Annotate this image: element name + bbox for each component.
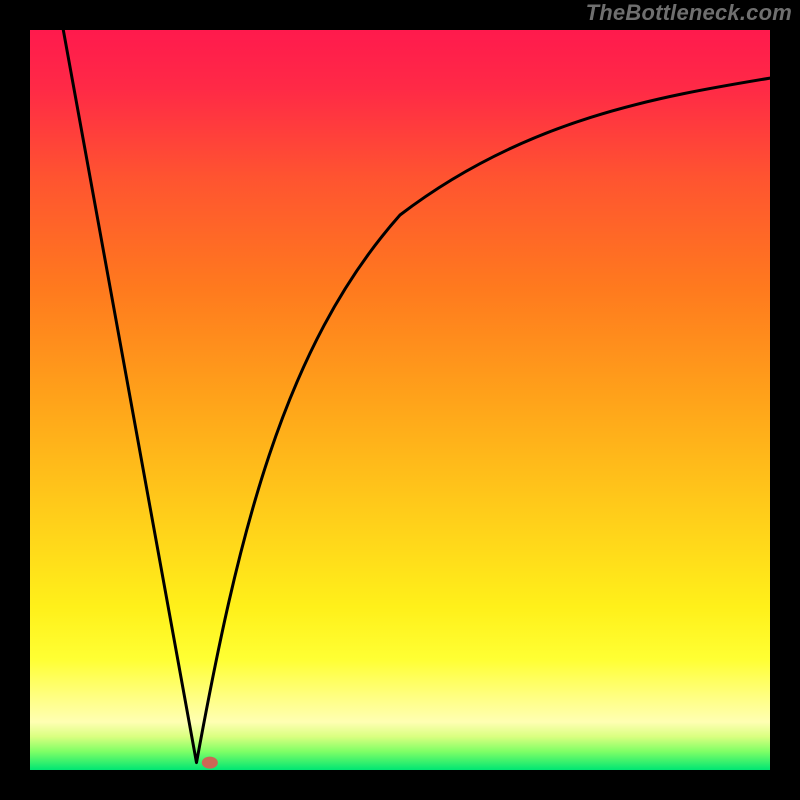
chart-root: TheBottleneck.com (0, 0, 800, 800)
optimal-point-marker (202, 757, 218, 769)
chart-svg (0, 0, 800, 800)
plot-area (30, 30, 770, 770)
watermark-text: TheBottleneck.com (586, 0, 792, 26)
